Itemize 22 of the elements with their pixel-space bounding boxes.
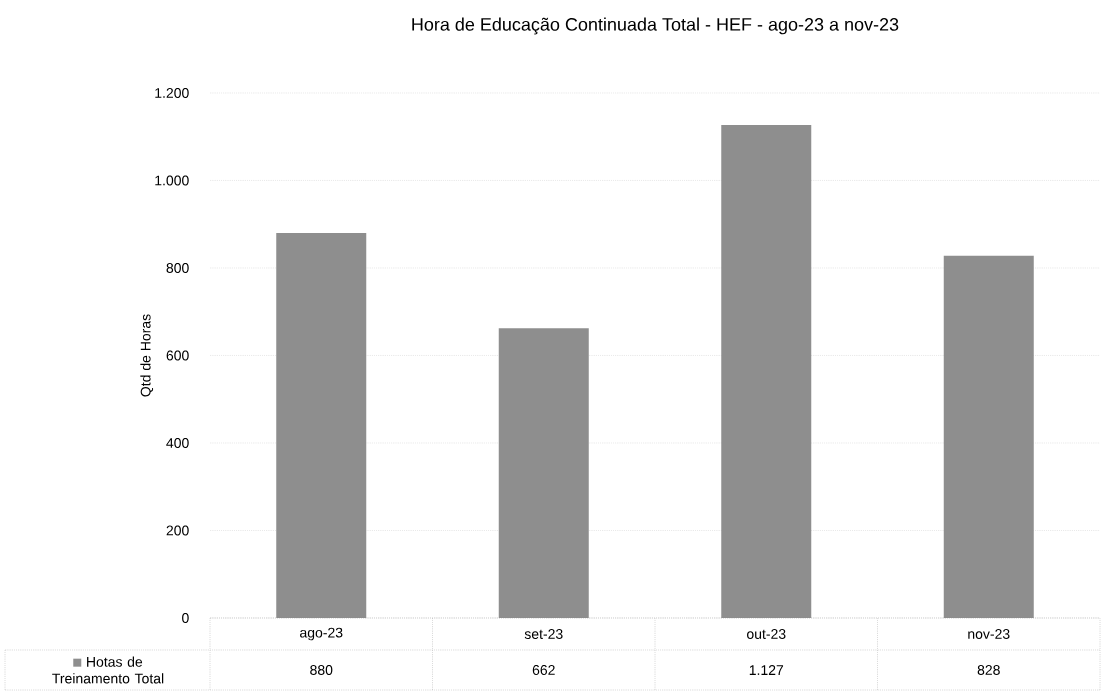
y-tick-label: 0 [182,613,189,623]
legend-label: Hotas de Treinamento Total [52,656,164,684]
bar [943,255,1034,618]
y-tick-label: 1.000 [155,175,189,186]
data-label: 1.127 [749,665,784,675]
x-tick-label: set-23 [524,629,563,639]
y-axis-title: Qtd de Horas [140,314,154,397]
bar [721,124,812,618]
data-label: 828 [977,665,1000,675]
y-tick-label: 200 [166,525,189,536]
data-label: 880 [310,665,333,675]
y-tick-label: 800 [166,263,189,273]
bar [498,328,589,618]
data-label: 662 [532,665,555,675]
y-tick-label: 400 [166,438,189,448]
x-tick-label: out-23 [747,629,786,639]
y-tick-label: 600 [166,350,189,361]
y-tick-label: 1.200 [155,88,189,98]
bar [276,232,367,618]
x-tick-label: ago-23 [300,627,343,641]
x-tick-label: nov-23 [968,629,1010,639]
chart-title: Hora de Educação Continuada Total - HEF - ago-23 a nov-23 [412,17,899,35]
